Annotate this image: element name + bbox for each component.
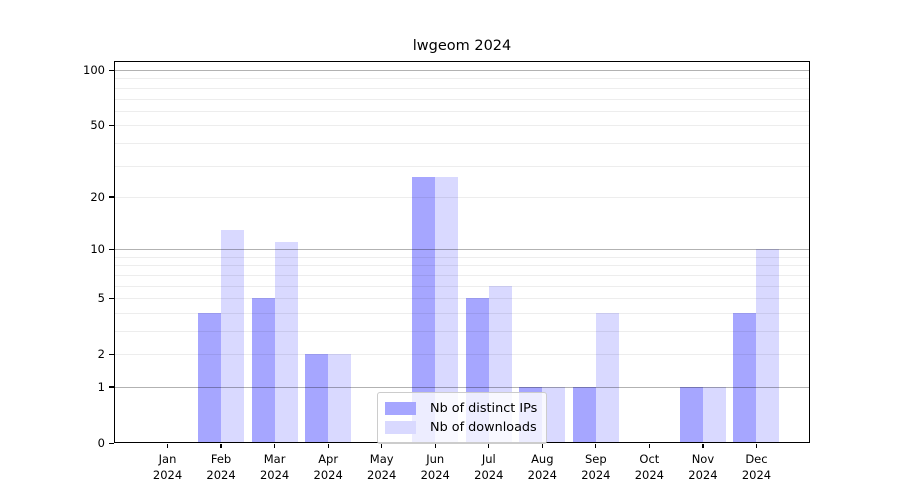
x-axis-tick-label: Apr 2024 [313,452,343,482]
gridline-minor [114,285,810,287]
y-axis-tick-label: 100 [83,63,105,78]
x-axis-tick-label: Feb 2024 [206,452,236,482]
bar [542,386,566,443]
legend-swatch-downloads [385,421,416,434]
y-axis-tick-label: 1 [97,379,105,394]
x-axis-tick [595,444,597,448]
legend-item-downloads: Nb of downloads [385,418,537,437]
gridline-minor [114,330,810,332]
y-axis-tick [109,196,114,198]
bar [756,249,780,443]
bar [328,354,352,443]
x-axis-tick-label: Jan 2024 [152,452,183,482]
bar [251,298,275,443]
gridline-minor [114,125,810,127]
gridline-minor [114,256,810,258]
gridline-minor [114,98,810,100]
chart-title: lwgeom 2024 [412,38,512,54]
y-axis-tick [109,297,114,299]
x-axis-tick-label: May 2024 [367,452,397,482]
gridline-minor [114,265,810,267]
x-axis-tick-label: Oct 2024 [634,452,665,482]
x-axis-tick [488,444,490,448]
x-axis-tick-label: Sep 2024 [581,452,611,482]
y-axis-tick [109,248,114,250]
y-axis-tick-label: 10 [90,242,105,257]
gridline-minor [114,87,810,89]
y-axis-tick [109,69,114,71]
y-axis-tick-label: 5 [97,291,105,306]
gridline-minor [114,354,810,356]
x-axis-tick [541,444,543,448]
x-axis-tick [702,444,704,448]
x-axis-tick [434,444,436,448]
legend: Nb of distinct IPs Nb of downloads [377,392,548,444]
bar [733,312,757,443]
gridline-minor [114,142,810,144]
y-axis-tick-label: 0 [97,436,105,450]
gridline-minor [114,298,810,300]
gridline-minor [114,165,810,167]
bar [198,312,222,443]
bar [221,229,245,443]
bar [435,176,459,443]
x-axis-tick [755,444,758,448]
x-axis-tick-label: Dec 2024 [741,452,772,482]
y-axis-tick [109,386,114,388]
x-axis-tick-label: Jul 2024 [474,452,504,482]
gridline-minor [114,196,810,198]
gridline-major [114,70,810,72]
y-axis-tick [109,442,114,444]
x-axis-tick-label: Mar 2024 [259,452,290,482]
x-axis-tick [220,444,222,448]
legend-label-distinct-ips: Nb of distinct IPs [430,401,538,416]
gridline-minor [114,78,810,80]
x-axis-tick [381,444,383,448]
gridline-minor [114,110,810,112]
x-axis-tick [274,444,276,448]
bar [572,386,596,443]
x-axis-tick-label: Nov 2024 [688,452,718,482]
bar [702,386,726,443]
y-axis-tick-label: 2 [97,347,105,362]
y-axis-tick-label: 50 [90,118,105,133]
legend-label-downloads: Nb of downloads [430,420,537,435]
x-axis-tick [327,444,329,448]
bar [679,386,703,443]
y-axis-tick [109,353,114,355]
gridline-minor [114,312,810,314]
legend-swatch-distinct-ips [385,402,416,415]
x-axis-tick-label: Jun 2024 [420,452,450,482]
legend-item-distinct-ips: Nb of distinct IPs [385,399,537,418]
gridline-major [114,386,810,388]
x-axis-tick-label: Aug 2024 [527,452,557,482]
y-axis-tick [109,124,114,126]
gridline-minor [114,274,810,276]
x-axis-tick [166,444,169,448]
bar [412,176,436,443]
bar [305,354,329,443]
x-axis-tick [648,444,650,448]
y-axis-tick-label: 20 [90,189,105,204]
bar [595,312,619,443]
gridline-major [114,249,810,251]
bar [274,242,298,443]
